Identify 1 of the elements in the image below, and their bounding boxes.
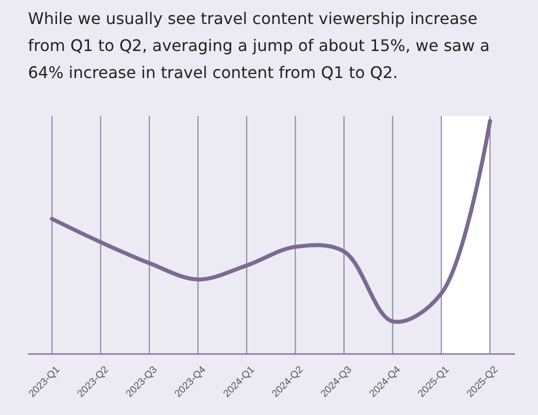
chart-title: While we usually see travel content viewership increase from Q1 to Q2, averaging a jump of about 15%, we saw a 64% increase in travel content from Q1 to Q2.	[28, 9, 490, 82]
